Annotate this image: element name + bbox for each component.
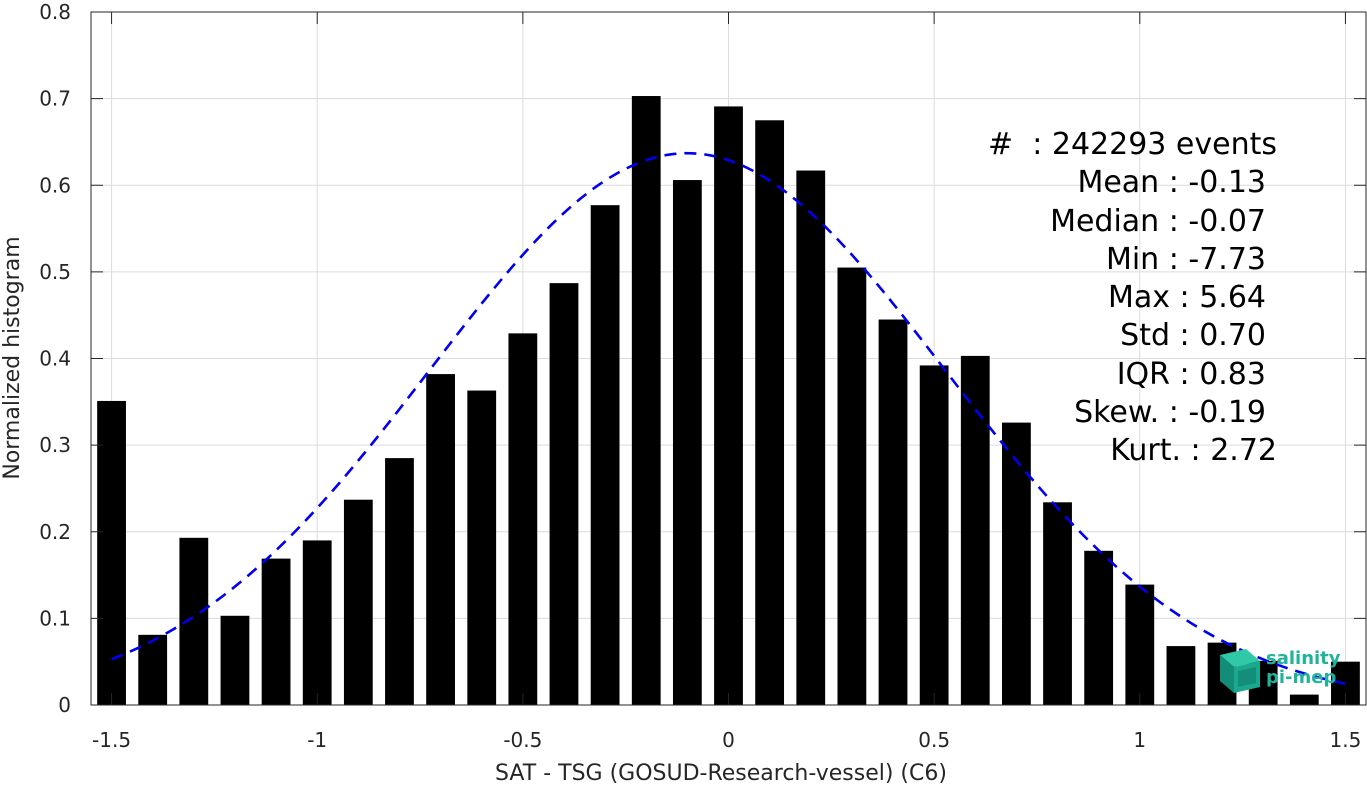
- y-tick-label-1: 0.1: [39, 606, 71, 630]
- y-tick-label-2: 0.2: [39, 520, 71, 544]
- salinity-pimep-logo: salinity pi-mep: [1216, 647, 1346, 697]
- logo-text-line2: pi-mep: [1266, 667, 1337, 688]
- y-tick-label-8: 0.8: [39, 0, 71, 24]
- bar-10: [508, 333, 538, 705]
- bar-19: [878, 319, 908, 705]
- x-tick-label-1: -1: [307, 728, 327, 752]
- stat-mean: Mean : -0.13: [1077, 165, 1266, 201]
- tick-labels: -1.5 -1 -0.5 0 0.5 1 1.5 0 0.1 0.2 0.3 0.4 0.5 0.6 0.7…: [39, 0, 1361, 752]
- bar-26: [1166, 646, 1196, 705]
- bar-0: [97, 400, 126, 705]
- stat-kurt: Kurt. : 2.72: [1110, 433, 1277, 469]
- stat-max: Max : 5.64: [1108, 280, 1266, 316]
- x-tick-label-2: -0.5: [503, 728, 542, 752]
- logo-cube-icon: [1220, 649, 1260, 693]
- x-tick-label-5: 1: [1133, 728, 1146, 752]
- bar-29: [1289, 694, 1319, 705]
- bar-18: [837, 267, 867, 705]
- y-tick-label-4: 0.4: [39, 347, 71, 371]
- bar-12: [590, 205, 620, 705]
- bar-20: [919, 365, 949, 705]
- stat-events: # : 242293 events: [988, 127, 1277, 162]
- fit-line: [111, 151, 1346, 686]
- bars: [97, 96, 1360, 706]
- bar-15: [714, 106, 743, 705]
- bar-7: [385, 458, 414, 705]
- bar-9: [467, 390, 497, 705]
- bar-1: [138, 634, 168, 705]
- logo-text: salinity pi-mep: [1266, 649, 1341, 687]
- x-tick-label-3: 0: [722, 728, 735, 752]
- bar-5: [302, 540, 332, 705]
- fit-curve: [111, 151, 1346, 686]
- stat-iqr: IQR : 0.83: [1116, 356, 1266, 392]
- bar-11: [549, 283, 579, 705]
- bar-13: [631, 96, 661, 706]
- bar-2: [179, 537, 209, 705]
- bar-6: [343, 499, 373, 705]
- logo-text-line1: salinity: [1266, 648, 1341, 669]
- axes: [90, 11, 1367, 706]
- x-tick-label-6: 1.5: [1330, 728, 1362, 752]
- bar-8: [426, 374, 455, 705]
- stat-median: Median : -0.07: [1050, 203, 1266, 239]
- bar-23: [1043, 502, 1072, 705]
- y-axis-label: Normalized histogram: [0, 236, 25, 479]
- bar-17: [796, 170, 826, 705]
- y-tick-label-5: 0.5: [39, 260, 71, 284]
- bar-3: [220, 615, 250, 705]
- bar-4: [261, 558, 291, 705]
- bar-14: [672, 180, 702, 706]
- y-tick-label-6: 0.6: [39, 173, 71, 197]
- stat-min: Min : -7.73: [1105, 241, 1266, 277]
- bar-16: [755, 120, 785, 705]
- bar-25: [1125, 584, 1155, 705]
- y-tick-label-7: 0.7: [39, 87, 71, 111]
- x-tick-label-0: -1.5: [92, 728, 131, 752]
- stat-skew: Skew. : -0.19: [1074, 395, 1266, 431]
- bar-21: [960, 355, 990, 705]
- y-tick-label-3: 0.3: [39, 433, 71, 457]
- y-tick-label-0: 0: [58, 693, 71, 717]
- bar-24: [1084, 550, 1114, 705]
- x-tick-label-4: 0.5: [918, 728, 950, 752]
- x-axis-label: SAT - TSG (GOSUD-Research-vessel) (C6): [495, 761, 947, 785]
- bar-22: [1002, 422, 1031, 705]
- statistics-panel: # : 242293 events Mean : -0.13 Median : …: [877, 126, 1277, 471]
- stat-std: Std : 0.70: [1120, 318, 1266, 354]
